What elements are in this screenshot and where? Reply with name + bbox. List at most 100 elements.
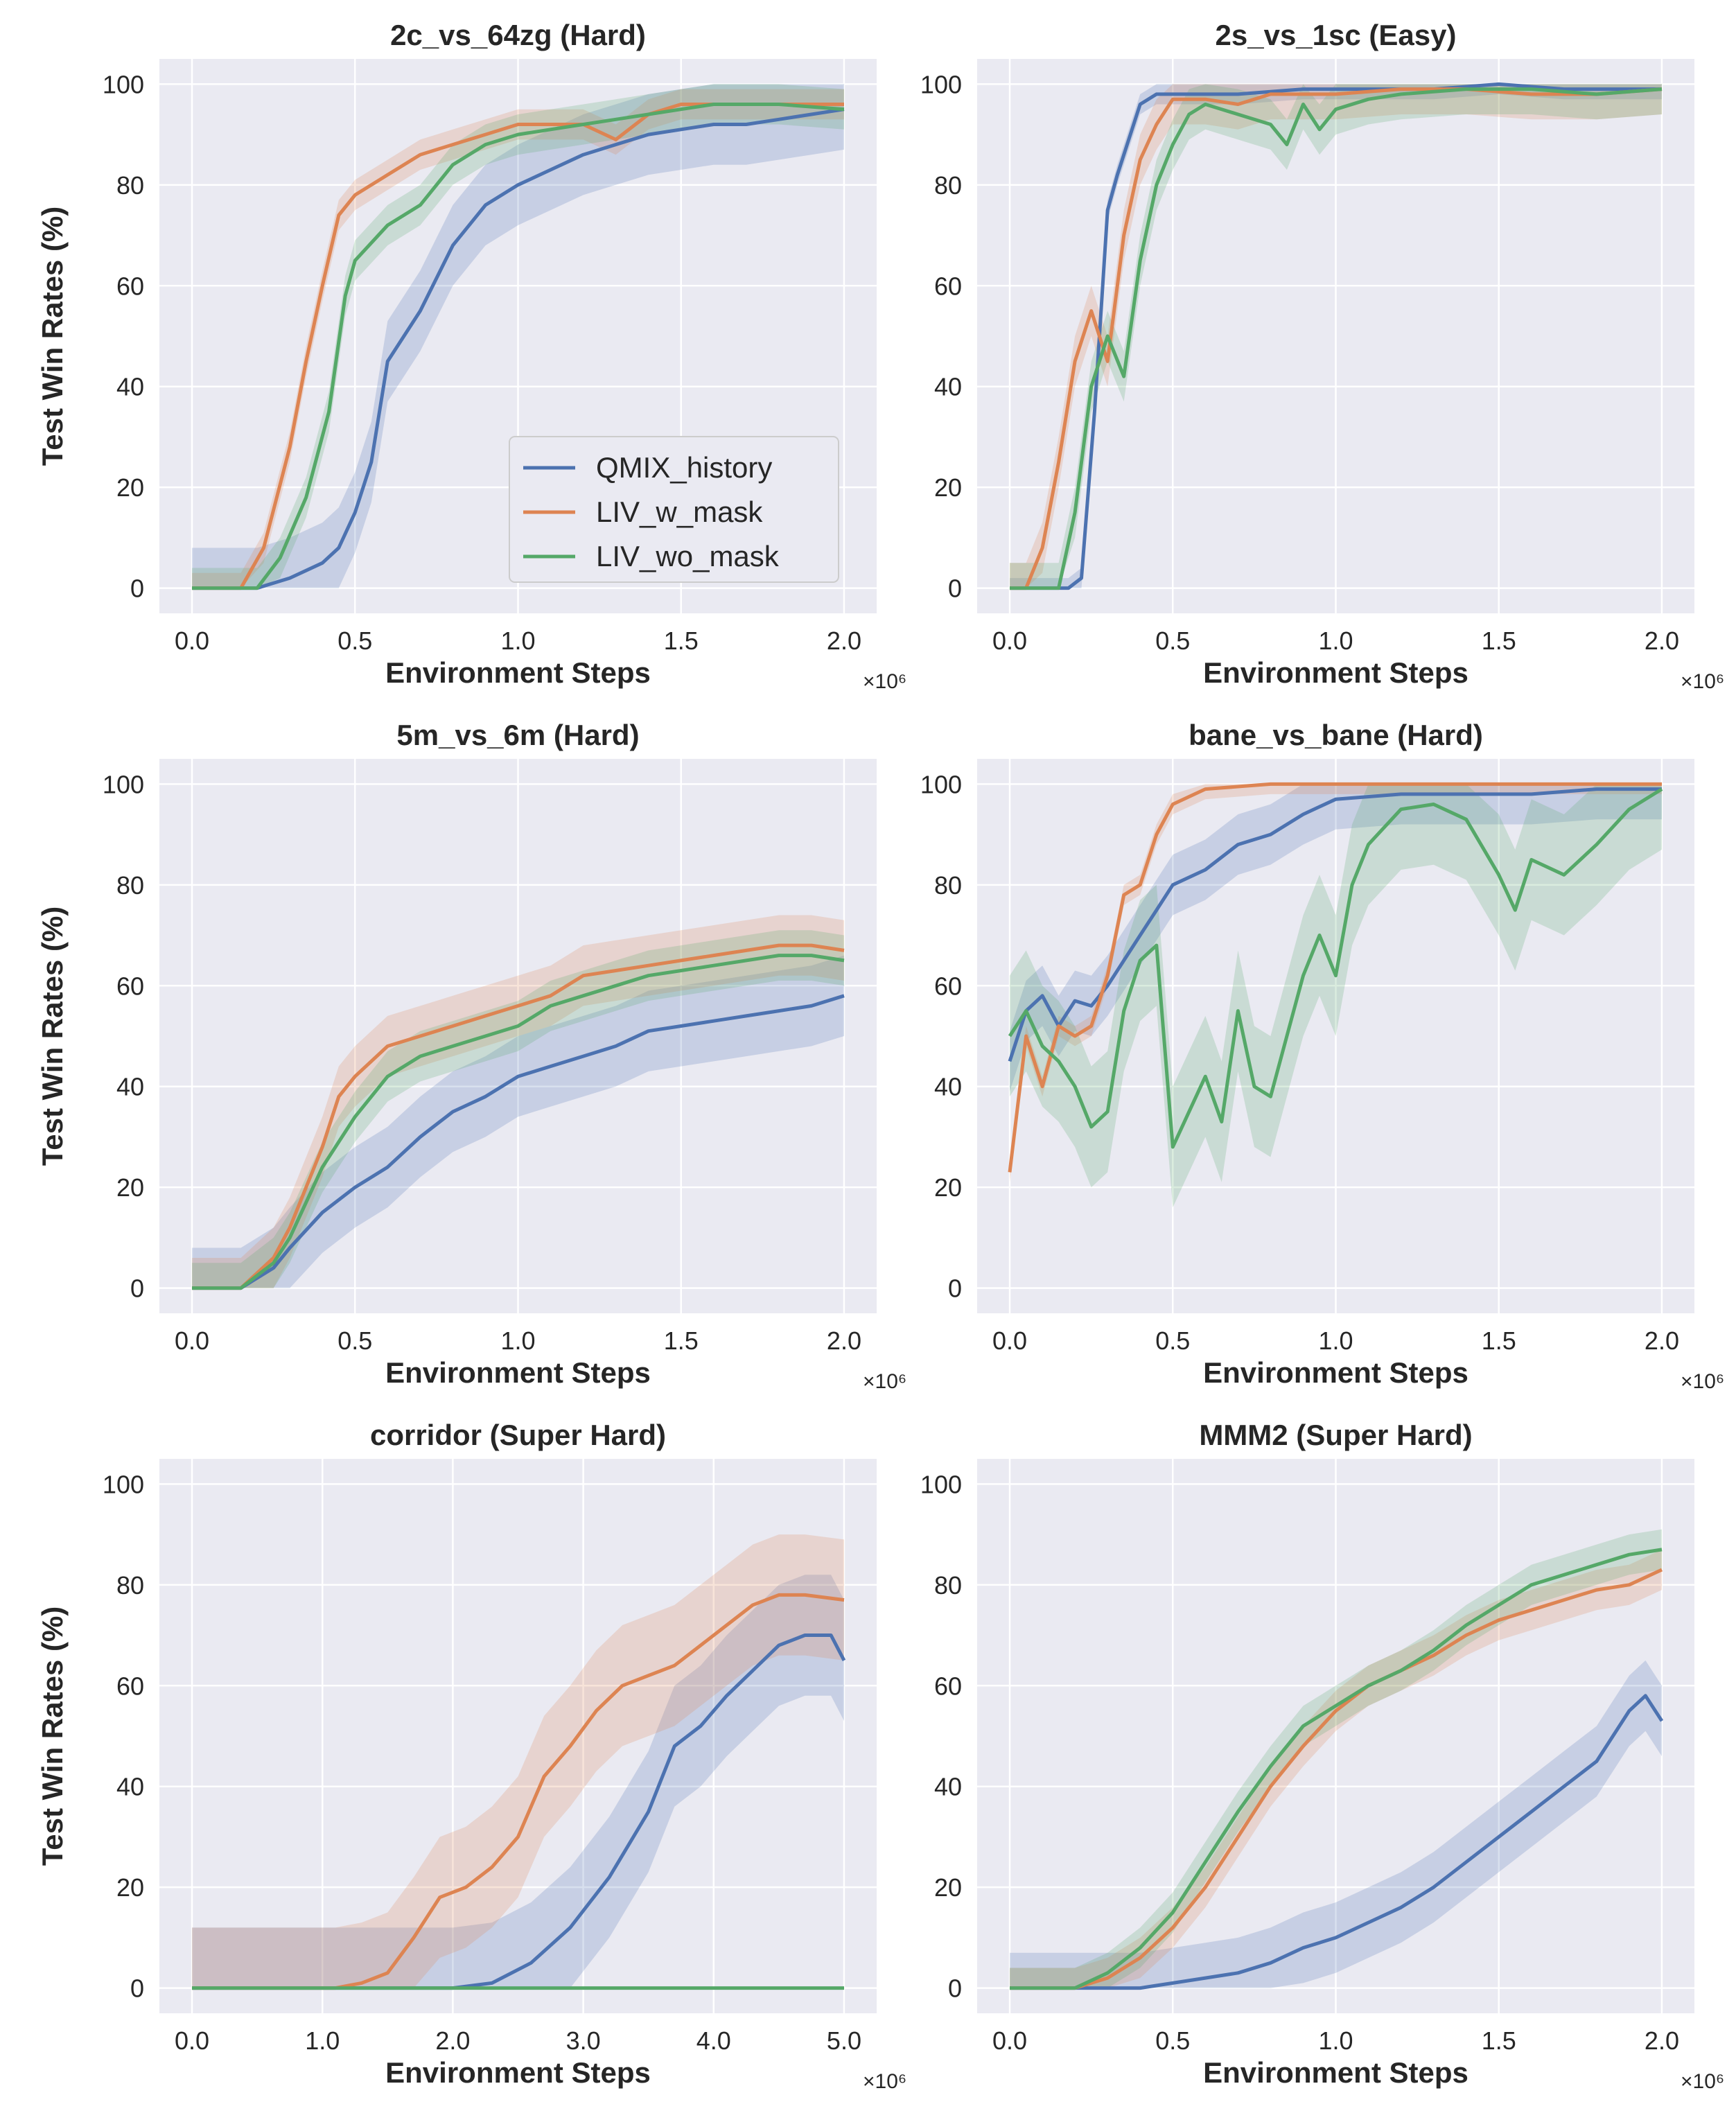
y-tick-label: 20	[116, 1173, 144, 1202]
confidence-band-LIV_wo_mask	[1010, 84, 1662, 588]
y-tick-label: 40	[116, 1773, 144, 1801]
x-tick-label: 0.0	[992, 627, 1027, 655]
chart-title: corridor (Super Hard)	[370, 1419, 666, 1451]
x-tick-label: 0.0	[175, 2026, 209, 2055]
legend-frame	[509, 436, 839, 583]
x-axis-multiplier: ×10⁶	[863, 670, 906, 693]
x-axis-label: Environment Steps	[385, 1356, 651, 1389]
y-tick-label: 20	[934, 473, 962, 502]
series-line-LIV_wo_mask	[1010, 87, 1663, 590]
y-tick-label: 0	[130, 1274, 144, 1303]
y-tick-label: 20	[934, 1173, 962, 1202]
y-axis-label: Test Win Rates (%)	[36, 207, 69, 466]
y-tick-label: 20	[116, 473, 144, 502]
series-line-LIV_wo_mask	[192, 103, 845, 590]
x-tick-label: 0.5	[1155, 1326, 1190, 1355]
x-tick-label: 1.0	[1318, 1326, 1353, 1355]
x-tick-label: 1.5	[664, 627, 699, 655]
x-axis-multiplier: ×10⁶	[863, 2070, 906, 2093]
x-axis-multiplier: ×10⁶	[1681, 2070, 1724, 2093]
x-tick-label: 0.5	[337, 1326, 372, 1355]
x-axis-multiplier: ×10⁶	[1681, 1370, 1724, 1393]
x-tick-label: 0.0	[175, 1326, 209, 1355]
y-tick-label: 100	[920, 770, 962, 798]
x-tick-label: 1.0	[1318, 2026, 1353, 2055]
x-axis-label: Environment Steps	[1203, 1356, 1468, 1389]
x-tick-label: 0.5	[1155, 627, 1190, 655]
confidence-band-LIV_w_mask	[192, 1534, 844, 1988]
chart-title: 2s_vs_1sc (Easy)	[1216, 19, 1457, 51]
y-tick-label: 100	[920, 70, 962, 98]
y-tick-label: 60	[116, 1672, 144, 1700]
y-axis-label: Test Win Rates (%)	[36, 906, 69, 1166]
x-tick-label: 1.5	[1482, 1326, 1516, 1355]
confidence-band-LIV_w_mask	[192, 915, 844, 1288]
y-tick-label: 100	[103, 1470, 144, 1498]
x-tick-label: 1.5	[1482, 2026, 1516, 2055]
y-tick-label: 80	[934, 871, 962, 900]
confidence-band-LIV_wo_mask	[192, 930, 844, 1288]
chart-panel-1: 0.0 0.5 1.0 1.5 2.0 0 20 40 60 80 100 2c_vs_64zg (H…	[36, 19, 906, 693]
y-tick-label: 100	[103, 770, 144, 798]
chart-panel-2: 0.0 0.5 1.0 1.5 2.0 0 20 40 60 80 100 2s_vs_1sc (Ea…	[920, 19, 1724, 693]
x-tick-label: 1.5	[1482, 627, 1516, 655]
x-tick-label: 2.0	[435, 2026, 470, 2055]
x-tick-label: 0.5	[337, 627, 372, 655]
chart-title: 5m_vs_6m (Hard)	[396, 719, 639, 751]
legend-entry: LIV_w_mask	[596, 496, 763, 528]
confidence-band-LIV_w_mask	[1010, 1549, 1662, 1988]
x-tick-label: 2.0	[1645, 627, 1679, 655]
x-axis-multiplier: ×10⁶	[1681, 670, 1724, 693]
x-tick-label: 1.5	[664, 1326, 699, 1355]
series-line-LIV_w_mask	[192, 943, 845, 1290]
chart-panel-6: 0.0 0.5 1.0 1.5 2.0 0 20 40 60 80 100 MMM2 (Super H…	[920, 1419, 1724, 2093]
x-tick-label: 0.0	[992, 1326, 1027, 1355]
y-tick-label: 80	[116, 1571, 144, 1600]
legend-entry: LIV_wo_mask	[596, 540, 780, 572]
confidence-band-LIV_wo_mask	[1010, 784, 1662, 1208]
chart-title: 2c_vs_64zg (Hard)	[390, 19, 646, 51]
y-tick-label: 60	[934, 972, 962, 1000]
x-tick-label: 2.0	[1645, 2026, 1679, 2055]
series-line-QMIX_history	[192, 107, 845, 590]
plot-area	[159, 1459, 877, 2013]
x-tick-label: 0.0	[992, 2026, 1027, 2055]
y-tick-label: 100	[920, 1470, 962, 1498]
y-tick-label: 0	[948, 1974, 962, 2003]
x-tick-label: 2.0	[827, 627, 861, 655]
x-tick-label: 1.0	[500, 1326, 535, 1355]
y-tick-label: 80	[116, 171, 144, 200]
x-axis-multiplier: ×10⁶	[863, 1370, 906, 1393]
confidence-band-QMIX_history	[1010, 784, 1662, 1092]
y-tick-label: 0	[130, 575, 144, 603]
y-tick-label: 80	[934, 171, 962, 200]
y-tick-label: 40	[116, 373, 144, 401]
series-line-LIV_w_mask	[1008, 782, 1662, 1173]
series-line-LIV_wo_mask	[1010, 1548, 1663, 1990]
y-tick-label: 40	[116, 1073, 144, 1101]
series-line-QMIX_history	[192, 1633, 846, 1990]
x-tick-label: 3.0	[566, 2026, 601, 2055]
series-line-QMIX_history	[1010, 82, 1662, 590]
x-tick-label: 1.0	[305, 2026, 340, 2055]
y-tick-label: 40	[934, 373, 962, 401]
y-tick-label: 20	[934, 1873, 962, 1902]
y-tick-label: 100	[103, 70, 144, 98]
legend: QMIX_history LIV_w_mask LIV_wo_mask	[509, 436, 839, 583]
legend-entry: QMIX_history	[596, 451, 772, 484]
confidence-band-QMIX_history	[1010, 1660, 1662, 1988]
y-tick-label: 60	[116, 272, 144, 300]
x-tick-label: 1.0	[500, 627, 535, 655]
x-tick-label: 1.0	[1318, 627, 1353, 655]
y-tick-label: 60	[116, 972, 144, 1000]
confidence-band-QMIX_history	[192, 955, 844, 1288]
chart-panel-3: 0.0 0.5 1.0 1.5 2.0 0 20 40 60 80 100 5m_vs_6m (Har…	[36, 719, 906, 1393]
chart-title: MMM2 (Super Hard)	[1199, 1419, 1472, 1451]
confidence-band-QMIX_history	[192, 1575, 844, 1988]
y-tick-label: 0	[948, 575, 962, 603]
x-axis-label: Environment Steps	[385, 2056, 651, 2089]
x-tick-label: 5.0	[827, 2026, 861, 2055]
x-tick-label: 0.5	[1155, 2026, 1190, 2055]
x-tick-label: 0.0	[175, 627, 209, 655]
